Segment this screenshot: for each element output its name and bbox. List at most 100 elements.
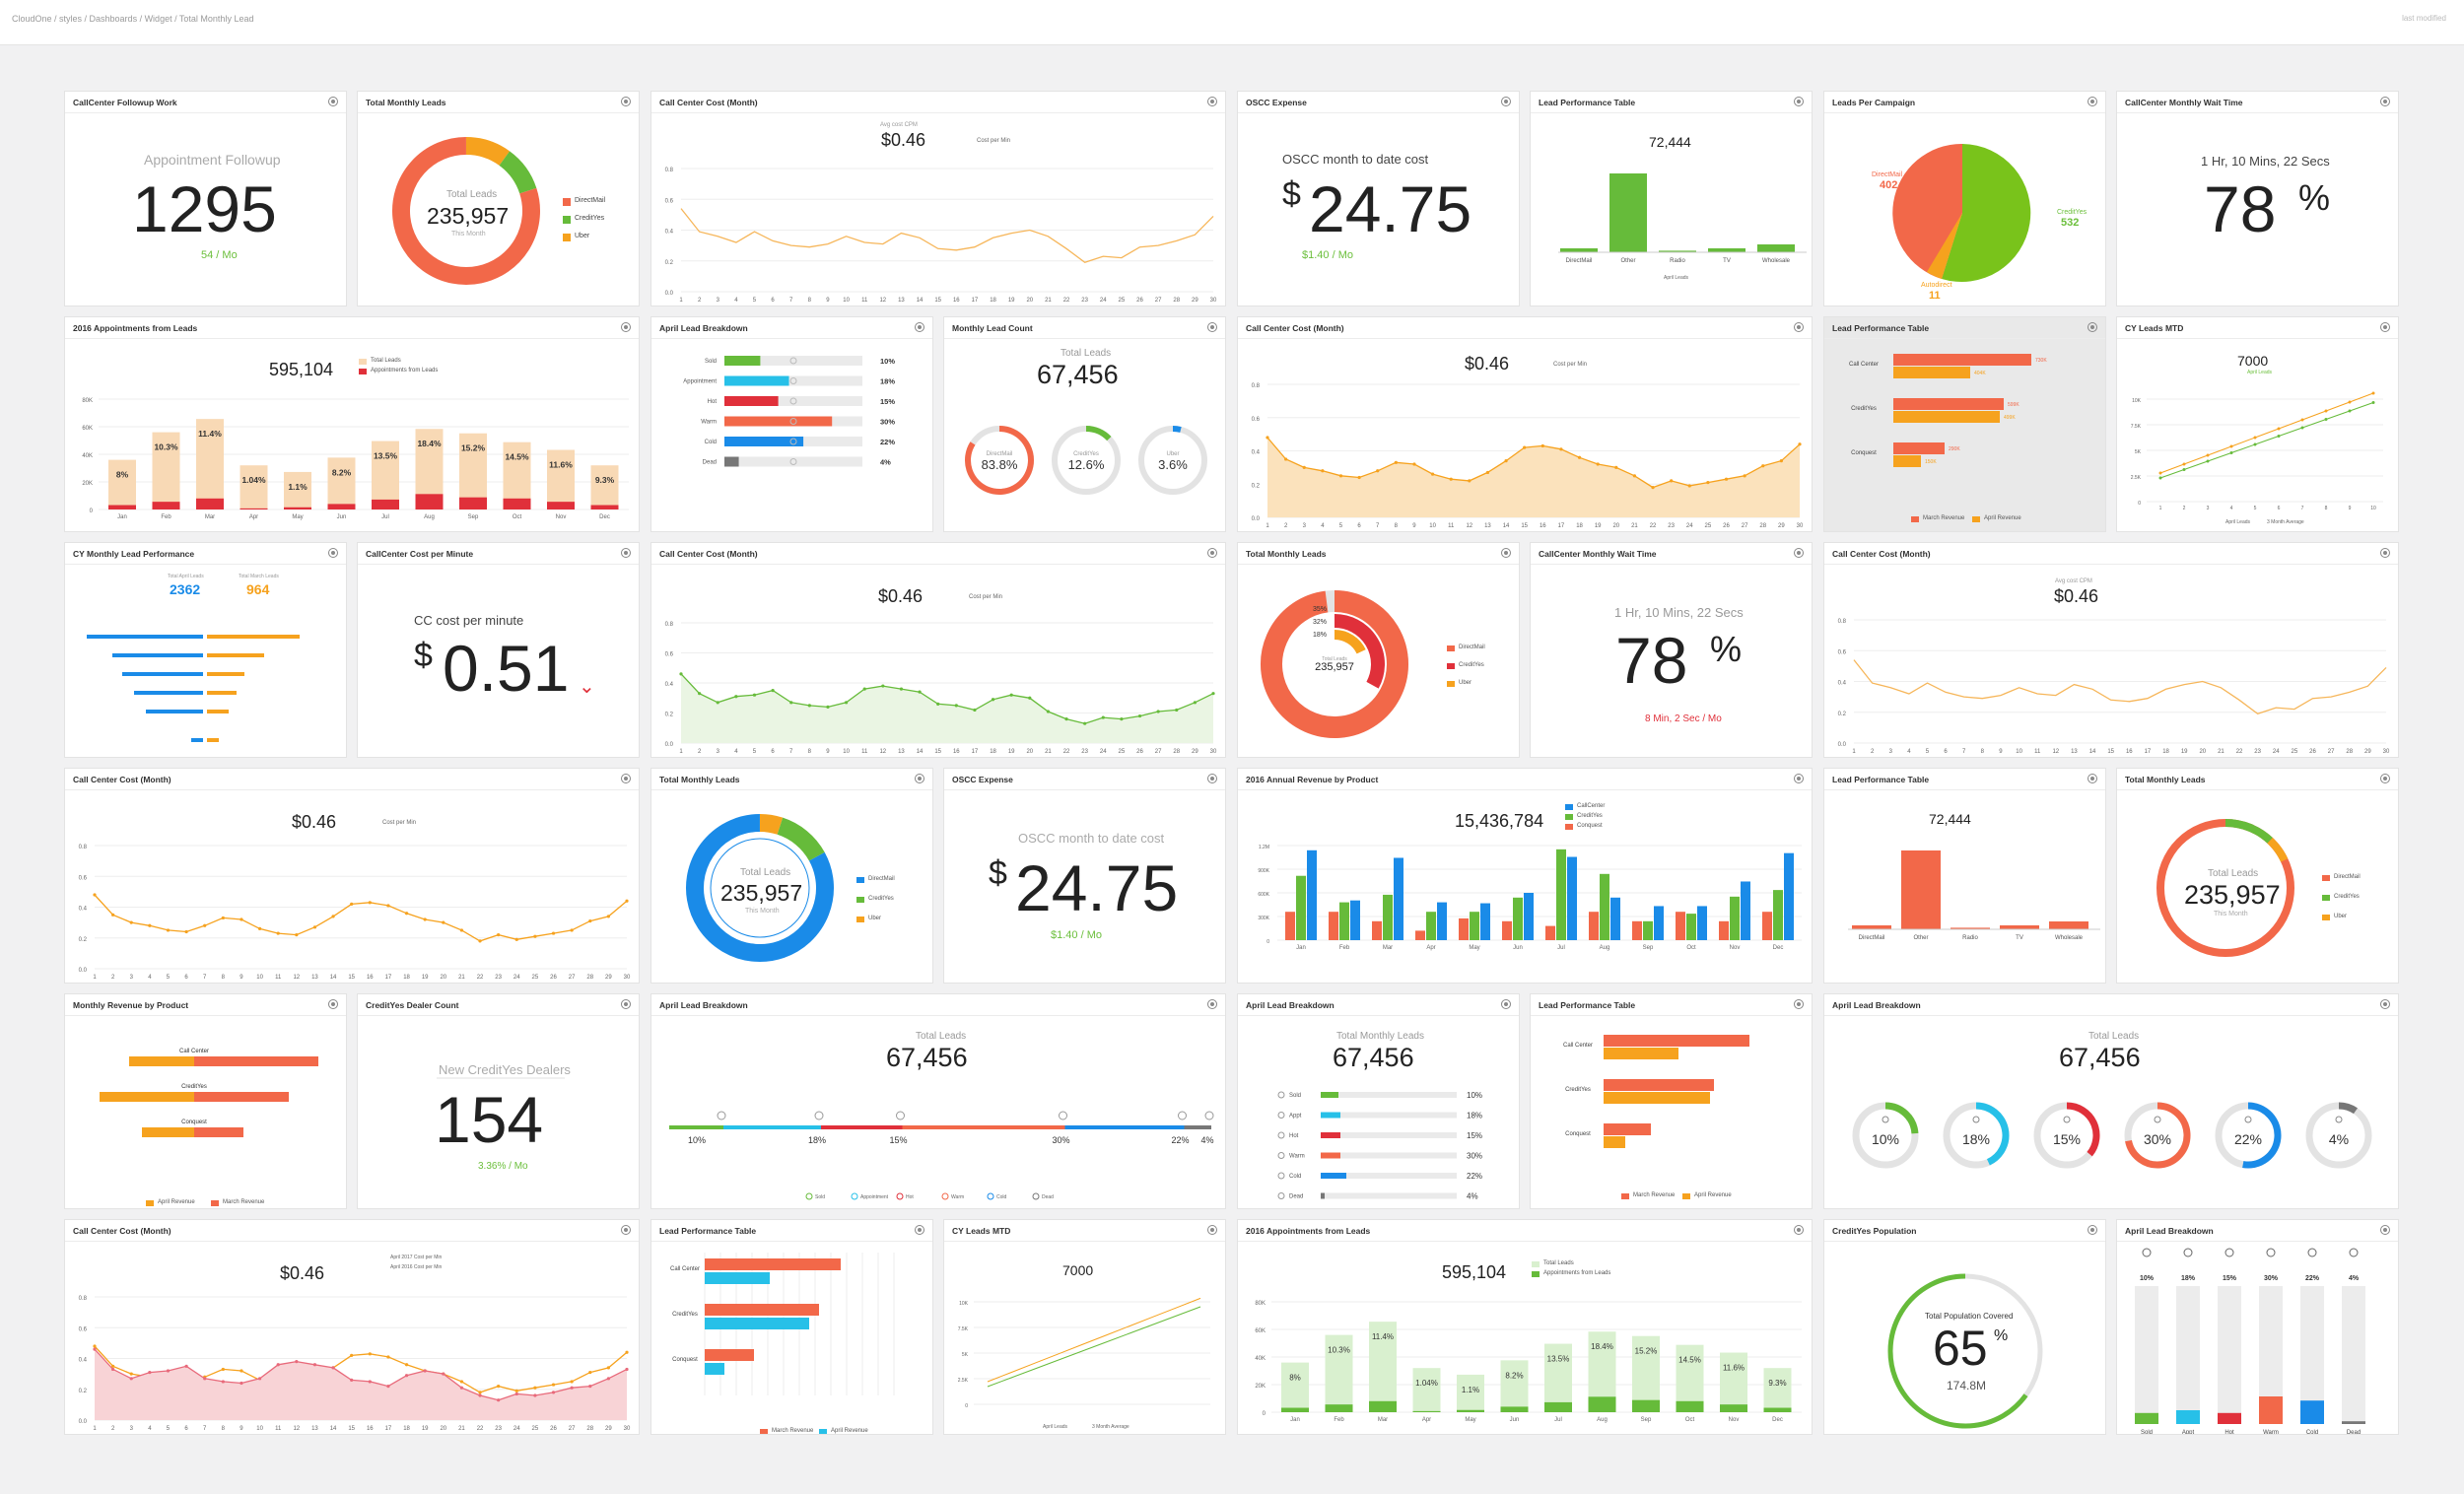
data-point xyxy=(1798,442,1802,446)
tick-label: 0 xyxy=(965,1403,968,1409)
settings-icon[interactable] xyxy=(1794,999,1804,1009)
row-icon xyxy=(1277,1112,1285,1119)
settings-icon[interactable] xyxy=(328,999,338,1009)
settings-icon[interactable] xyxy=(1794,322,1804,332)
data-point xyxy=(570,928,574,932)
data-point xyxy=(2158,471,2162,475)
tick-label: 28 xyxy=(586,975,593,981)
settings-icon[interactable] xyxy=(2088,97,2097,106)
settings-icon[interactable] xyxy=(1207,97,1217,106)
tick-label: 18 xyxy=(990,298,996,304)
bar xyxy=(1426,912,1436,940)
breadcrumb[interactable]: CloudOne / styles / Dashboards / Widget … xyxy=(12,14,254,24)
settings-icon[interactable] xyxy=(621,1225,631,1235)
bar-track xyxy=(1321,1173,1457,1179)
settings-icon[interactable] xyxy=(2380,548,2390,558)
bar-total xyxy=(1632,1335,1660,1412)
bar-april xyxy=(146,710,203,713)
data-point xyxy=(533,1386,537,1390)
widget-title: 2016 Annual Revenue by Product xyxy=(1246,775,1379,784)
settings-icon[interactable] xyxy=(1794,774,1804,783)
chart-svg: 0.80.60.40.20.01 2 3 4 5 6 7 8 9 10 11 12 13 14 15 16 17… xyxy=(665,622,1217,755)
tick-label: 25 xyxy=(532,1426,539,1432)
settings-icon[interactable] xyxy=(328,548,338,558)
legend-item: April Revenue xyxy=(1694,1192,1732,1198)
settings-icon[interactable] xyxy=(1207,1225,1217,1235)
settings-icon[interactable] xyxy=(1207,322,1217,332)
data-point xyxy=(257,926,262,930)
tick-label: 30 xyxy=(1210,749,1217,755)
legend-swatch xyxy=(2322,895,2330,901)
data-point xyxy=(1761,464,1765,468)
pie-slice-autodirect xyxy=(1927,213,1962,279)
tick-label: 21 xyxy=(1045,749,1052,755)
settings-icon[interactable] xyxy=(2380,999,2390,1009)
tick-label: Wholesale xyxy=(1762,258,1791,264)
segment-pct: 22% xyxy=(1171,1135,1189,1145)
tick-label: 0 xyxy=(1263,1411,1266,1417)
bar xyxy=(1513,897,1523,940)
settings-icon[interactable] xyxy=(2380,97,2390,106)
settings-icon[interactable] xyxy=(2380,1225,2390,1235)
bar-appointments xyxy=(459,497,487,509)
settings-icon[interactable] xyxy=(1207,548,1217,558)
widget-header: CallCenter Followup Work xyxy=(65,92,346,113)
tick-label: 17 xyxy=(385,975,392,981)
settings-icon[interactable] xyxy=(621,322,631,332)
bar-april xyxy=(705,1272,770,1284)
tick-label: 23 xyxy=(495,975,502,981)
settings-icon[interactable] xyxy=(1794,97,1804,106)
settings-icon[interactable] xyxy=(915,1225,924,1235)
data-label: 9.3% xyxy=(595,475,615,485)
tick-label: 300K xyxy=(1258,916,1269,921)
settings-icon[interactable] xyxy=(621,774,631,783)
settings-icon[interactable] xyxy=(1794,548,1804,558)
settings-icon[interactable] xyxy=(2088,322,2097,332)
settings-icon[interactable] xyxy=(1501,999,1511,1009)
tick-label: 11 xyxy=(861,749,868,755)
widget-body: 595,104 Total Leads Appointments from Lead… xyxy=(65,340,639,531)
widget-header: 2016 Appointments from Leads xyxy=(65,317,639,339)
bar-fill xyxy=(1321,1173,1346,1179)
tml1-donut-segment-2 xyxy=(392,137,540,285)
settings-icon[interactable] xyxy=(915,322,924,332)
chart-value: 595,104 xyxy=(269,360,334,379)
bar-track xyxy=(1321,1192,1457,1199)
unit: % xyxy=(2298,177,2331,218)
chart-value: $0.46 xyxy=(1465,354,1510,374)
settings-icon[interactable] xyxy=(621,548,631,558)
settings-icon[interactable] xyxy=(621,97,631,106)
series-line-0 xyxy=(680,208,1214,264)
settings-icon[interactable] xyxy=(1794,1225,1804,1235)
ring-progress xyxy=(1887,1273,2028,1429)
settings-icon[interactable] xyxy=(2380,322,2390,332)
chart-value: $0.46 xyxy=(2054,586,2099,606)
tick-label: 10K xyxy=(959,1301,969,1307)
data-point xyxy=(734,695,738,699)
data-label: 11.4% xyxy=(1372,1332,1394,1341)
tick-label: Other xyxy=(1913,935,1928,941)
widget-ccpm: CallCenter Cost per Minute CC cost per mi… xyxy=(357,542,640,758)
bar-total xyxy=(1720,1352,1747,1412)
data-point xyxy=(129,920,133,924)
settings-icon[interactable] xyxy=(2380,774,2390,783)
widget-appt2: 2016 Appointments from Leads 595,104 Total… xyxy=(1237,1219,1813,1435)
settings-icon[interactable] xyxy=(1207,774,1217,783)
settings-icon[interactable] xyxy=(2088,1225,2097,1235)
settings-icon[interactable] xyxy=(1207,999,1217,1009)
segment-icon xyxy=(1178,1111,1187,1120)
settings-icon[interactable] xyxy=(1501,97,1511,106)
settings-icon[interactable] xyxy=(1501,548,1511,558)
data-point xyxy=(1485,470,1490,475)
tick-label: 0.2 xyxy=(665,260,674,266)
data-label: 18.4% xyxy=(417,439,442,448)
settings-icon[interactable] xyxy=(621,999,631,1009)
total-label: Total Leads xyxy=(916,1031,967,1042)
settings-icon[interactable] xyxy=(915,774,924,783)
tick-label: 10 xyxy=(256,975,263,981)
settings-icon[interactable] xyxy=(328,97,338,106)
tick-label: 24 xyxy=(513,975,520,981)
settings-icon[interactable] xyxy=(2088,774,2097,783)
bar-appointments xyxy=(1632,1399,1660,1412)
